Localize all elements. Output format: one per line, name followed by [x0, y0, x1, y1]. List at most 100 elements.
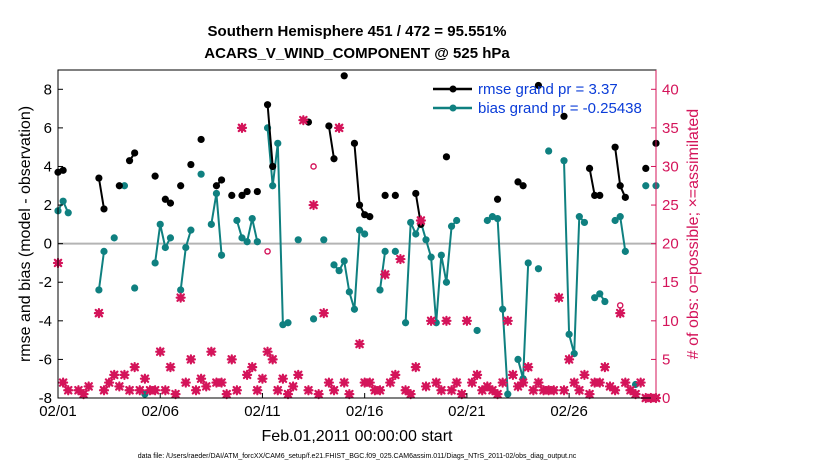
bias-point	[575, 213, 583, 221]
assimilated-obs-marker	[405, 389, 416, 400]
rmse-point	[585, 164, 594, 172]
assimilated-obs-marker	[206, 346, 217, 357]
chart-title: Southern Hemisphere 451 / 472 = 95.551%	[208, 23, 507, 40]
assimilated-obs-marker	[180, 377, 191, 388]
assimilated-obs-marker	[472, 369, 483, 380]
bias-point	[284, 319, 292, 327]
bias-point	[59, 197, 67, 205]
assimilated-obs-marker	[426, 315, 437, 326]
assimilated-obs-marker	[620, 377, 631, 388]
assimilated-obs-marker	[354, 338, 365, 350]
assimilated-obs-marker	[415, 215, 426, 226]
assimilated-obs-marker	[134, 385, 145, 396]
rmse-point	[611, 143, 619, 151]
assimilated-obs-marker	[267, 354, 278, 365]
assimilated-obs-marker	[410, 362, 421, 373]
bias-point	[274, 139, 282, 147]
y2-tick-label: 0	[662, 390, 670, 407]
assimilated-obs-marker	[93, 308, 104, 319]
assimilated-obs-marker	[144, 385, 156, 396]
y2-tick-label: 15	[662, 274, 679, 291]
rmse-point	[161, 195, 169, 203]
assimilated-obs-marker	[185, 354, 196, 365]
assimilated-obs-marker	[109, 369, 120, 380]
rmse-point	[243, 187, 251, 196]
assimilated-obs-marker	[635, 377, 646, 388]
assimilated-obs-marker	[242, 369, 253, 380]
assimilated-obs-marker	[533, 377, 544, 388]
rmse-point	[177, 182, 185, 190]
assimilated-obs-marker	[231, 385, 242, 396]
assimilated-obs-marker	[155, 346, 166, 357]
assimilated-obs-marker	[282, 389, 294, 400]
rmse-point	[228, 191, 236, 200]
assimilated-obs-marker	[497, 377, 508, 388]
bias-point	[545, 147, 553, 155]
y-tick-label: 8	[44, 81, 52, 98]
rmse-point	[591, 191, 599, 200]
rmse-point	[355, 201, 364, 209]
assimilated-obs-marker	[308, 199, 319, 211]
rmse-point	[253, 187, 261, 196]
bias-point	[320, 236, 328, 244]
assimilated-obs-marker	[124, 385, 135, 396]
y-axis-label: rmse and bias (model - observation)	[17, 106, 34, 362]
bias-point	[131, 284, 139, 292]
bias-point	[355, 226, 364, 234]
possible-obs-marker	[616, 302, 624, 309]
y2-tick-label: 20	[662, 236, 679, 253]
assimilated-obs-marker	[380, 269, 391, 280]
assimilated-obs-marker	[431, 377, 442, 388]
assimilated-obs-marker	[201, 381, 212, 392]
assimilated-obs-marker	[451, 377, 462, 388]
bias-point	[166, 234, 175, 242]
bias-point	[407, 218, 415, 227]
assimilated-obs-marker	[395, 253, 406, 265]
assimilated-obs-marker	[293, 369, 304, 380]
legend-rmse-label: rmse grand pr = 3.37	[478, 81, 618, 98]
rmse-point	[391, 191, 399, 200]
assimilated-obs-marker	[579, 369, 590, 380]
x-tick-label: 02/26	[550, 403, 588, 420]
assimilated-obs-marker	[104, 377, 115, 388]
assimilated-obs-marker	[477, 385, 488, 396]
assimilated-obs-marker	[359, 377, 370, 388]
assimilated-obs-marker	[589, 377, 600, 388]
assimilated-obs-marker	[190, 385, 202, 396]
bias-point	[601, 297, 609, 306]
rmse-point	[238, 191, 246, 200]
bias-point	[253, 238, 261, 246]
rmse-point	[596, 191, 604, 200]
assimilated-obs-marker	[385, 377, 396, 388]
y2-tick-label: 35	[662, 120, 679, 137]
bias-point	[565, 330, 573, 338]
data-file-footer: data file: /Users/raeder/DAI/ATM_forcXX/…	[138, 453, 577, 460]
assimilated-obs-marker	[98, 385, 110, 396]
assimilated-obs-marker	[334, 122, 345, 133]
bias-point	[233, 216, 241, 225]
rmse-series	[54, 72, 659, 228]
rmse-point	[131, 149, 139, 157]
bias-point	[207, 220, 215, 228]
assimilated-obs-marker	[298, 115, 309, 126]
assimilated-obs-marker	[364, 377, 375, 388]
rmse-point	[217, 176, 226, 184]
bias-point	[110, 234, 118, 242]
assimilated-obs-marker	[446, 385, 457, 396]
bias-point	[401, 319, 410, 327]
assimilated-obs-marker	[58, 377, 69, 388]
bias-point	[427, 253, 435, 261]
bias-point	[376, 286, 384, 294]
bias-point	[238, 234, 246, 242]
y2-tick-label: 10	[662, 313, 679, 330]
rmse-point	[493, 195, 502, 203]
assimilated-obs-marker	[175, 292, 186, 303]
assimilated-obs-marker	[119, 369, 130, 380]
assimilated-obs-marker	[512, 381, 524, 392]
assimilated-obs-marker	[272, 385, 283, 396]
rmse-point	[340, 72, 348, 80]
bias-point	[335, 267, 343, 275]
assimilated-obs-marker	[523, 362, 534, 373]
assimilated-obs-marker	[584, 389, 595, 400]
